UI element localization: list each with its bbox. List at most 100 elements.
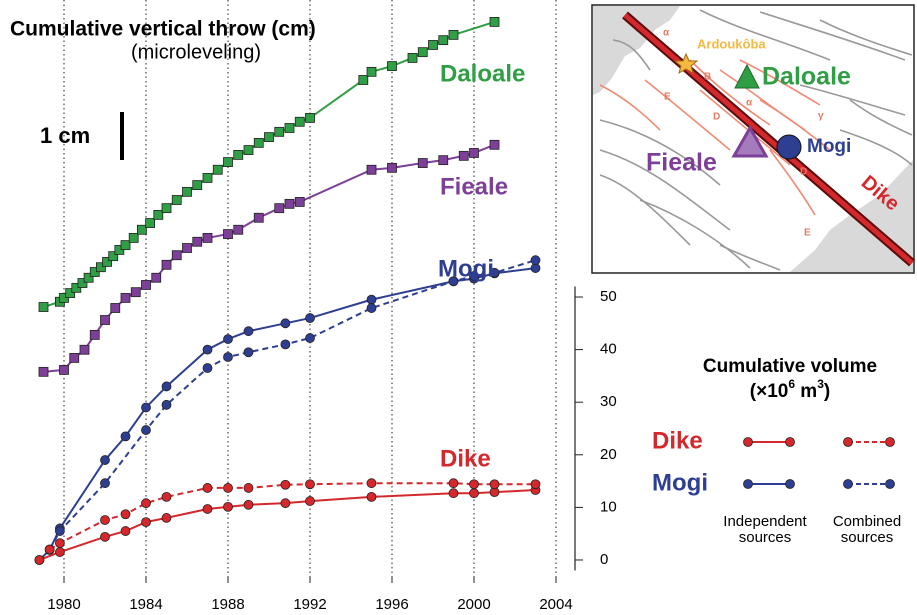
data-point: [223, 352, 233, 362]
data-point: [387, 61, 397, 71]
legend-label: Dike: [652, 427, 703, 454]
data-point: [243, 326, 254, 337]
series-label: Dike: [440, 445, 491, 472]
data-point: [469, 271, 479, 281]
data-point: [161, 513, 172, 523]
map-fault-letters: α B E D α γ D E: [663, 28, 824, 239]
data-point: [469, 148, 479, 158]
data-point: [294, 116, 305, 127]
data-point: [120, 526, 131, 536]
data-point: [202, 504, 213, 514]
legend-column-label: sources: [739, 529, 792, 546]
data-point: [233, 224, 244, 235]
data-point: [280, 479, 291, 490]
data-point: [223, 229, 233, 239]
data-point: [69, 353, 80, 363]
legend-symbol: [743, 479, 753, 489]
map-label: Mogi: [807, 136, 851, 157]
data-point: [79, 344, 90, 355]
legend-column-label: Combined: [833, 513, 901, 530]
data-point: [223, 483, 233, 493]
legend-units-part: 6: [788, 377, 795, 391]
data-point: [253, 212, 264, 223]
map-sea: [593, 6, 680, 95]
data-point: [407, 53, 418, 63]
series-label: Fieale: [440, 173, 508, 200]
data-point: [243, 483, 254, 493]
data-point: [448, 478, 459, 489]
data-point: [83, 272, 94, 283]
legend-label: Mogi: [652, 469, 708, 496]
data-point: [305, 496, 315, 506]
data-point: [243, 499, 254, 510]
data-point: [128, 233, 139, 243]
legend-title: Cumulative volume: [703, 356, 877, 377]
fault-letter: D: [713, 112, 720, 123]
data-point: [305, 479, 315, 490]
data-point: [100, 455, 110, 465]
fault-letter: α: [663, 28, 670, 39]
data-point: [108, 251, 119, 262]
map-daloale-marker: [734, 63, 760, 89]
data-point: [145, 218, 156, 228]
legend-symbol: [885, 437, 895, 447]
fault-letter: γ: [818, 111, 824, 122]
x-tick-label: 2000: [457, 596, 490, 613]
data-point: [366, 303, 377, 313]
data-point: [34, 555, 45, 565]
data-point: [305, 333, 315, 343]
data-point: [294, 197, 305, 207]
legend-symbol: [843, 479, 853, 489]
fault-letter: E: [664, 92, 671, 103]
data-point: [417, 158, 428, 168]
data-point: [366, 478, 377, 489]
data-point: [130, 287, 141, 298]
data-point: [212, 164, 223, 175]
data-point: [387, 162, 397, 173]
map-label: Ardoukôba: [697, 36, 766, 51]
data-point: [284, 198, 295, 209]
data-point: [100, 478, 110, 489]
inset-map: Ardoukôba Daloale Fieale Mogi Dike α B E…: [591, 4, 915, 274]
data-point: [161, 203, 172, 214]
data-point: [120, 431, 131, 442]
data-point: [102, 257, 112, 267]
data-point: [202, 173, 213, 183]
legend-symbol: [785, 437, 795, 447]
legend-units-part: (×10: [750, 381, 789, 402]
fault-letter: α: [746, 98, 753, 109]
scale-bar-label: 1 cm: [40, 123, 90, 148]
data-point: [141, 517, 151, 528]
data-point: [274, 203, 285, 214]
legend-symbol: [885, 479, 895, 489]
map-faults: [599, 9, 913, 271]
data-point: [141, 280, 151, 290]
map-mogi-marker: [776, 134, 802, 160]
data-point: [489, 479, 500, 490]
data-point: [120, 240, 131, 251]
data-point: [233, 149, 244, 160]
data-point: [100, 531, 110, 542]
map-village-star: [673, 52, 699, 75]
data-point: [438, 35, 449, 46]
data-point: [141, 498, 151, 509]
data-point: [305, 313, 315, 323]
data-point: [161, 399, 172, 410]
data-point: [141, 402, 151, 413]
data-point: [284, 123, 295, 133]
data-point: [243, 347, 254, 358]
y-tick-label: 40: [600, 341, 617, 358]
x-tick-label: 1996: [375, 596, 408, 613]
data-point: [428, 40, 438, 50]
map-dike: [623, 13, 914, 265]
data-point: [489, 139, 500, 150]
map-fieale-marker: [731, 124, 769, 158]
data-point: [253, 137, 264, 148]
legend-units-part: 3: [817, 377, 824, 391]
data-point: [96, 262, 106, 273]
data-point: [223, 501, 233, 512]
y-tick-label: 20: [600, 446, 617, 463]
data-point: [274, 126, 285, 137]
legend-units-part: m: [795, 381, 817, 402]
